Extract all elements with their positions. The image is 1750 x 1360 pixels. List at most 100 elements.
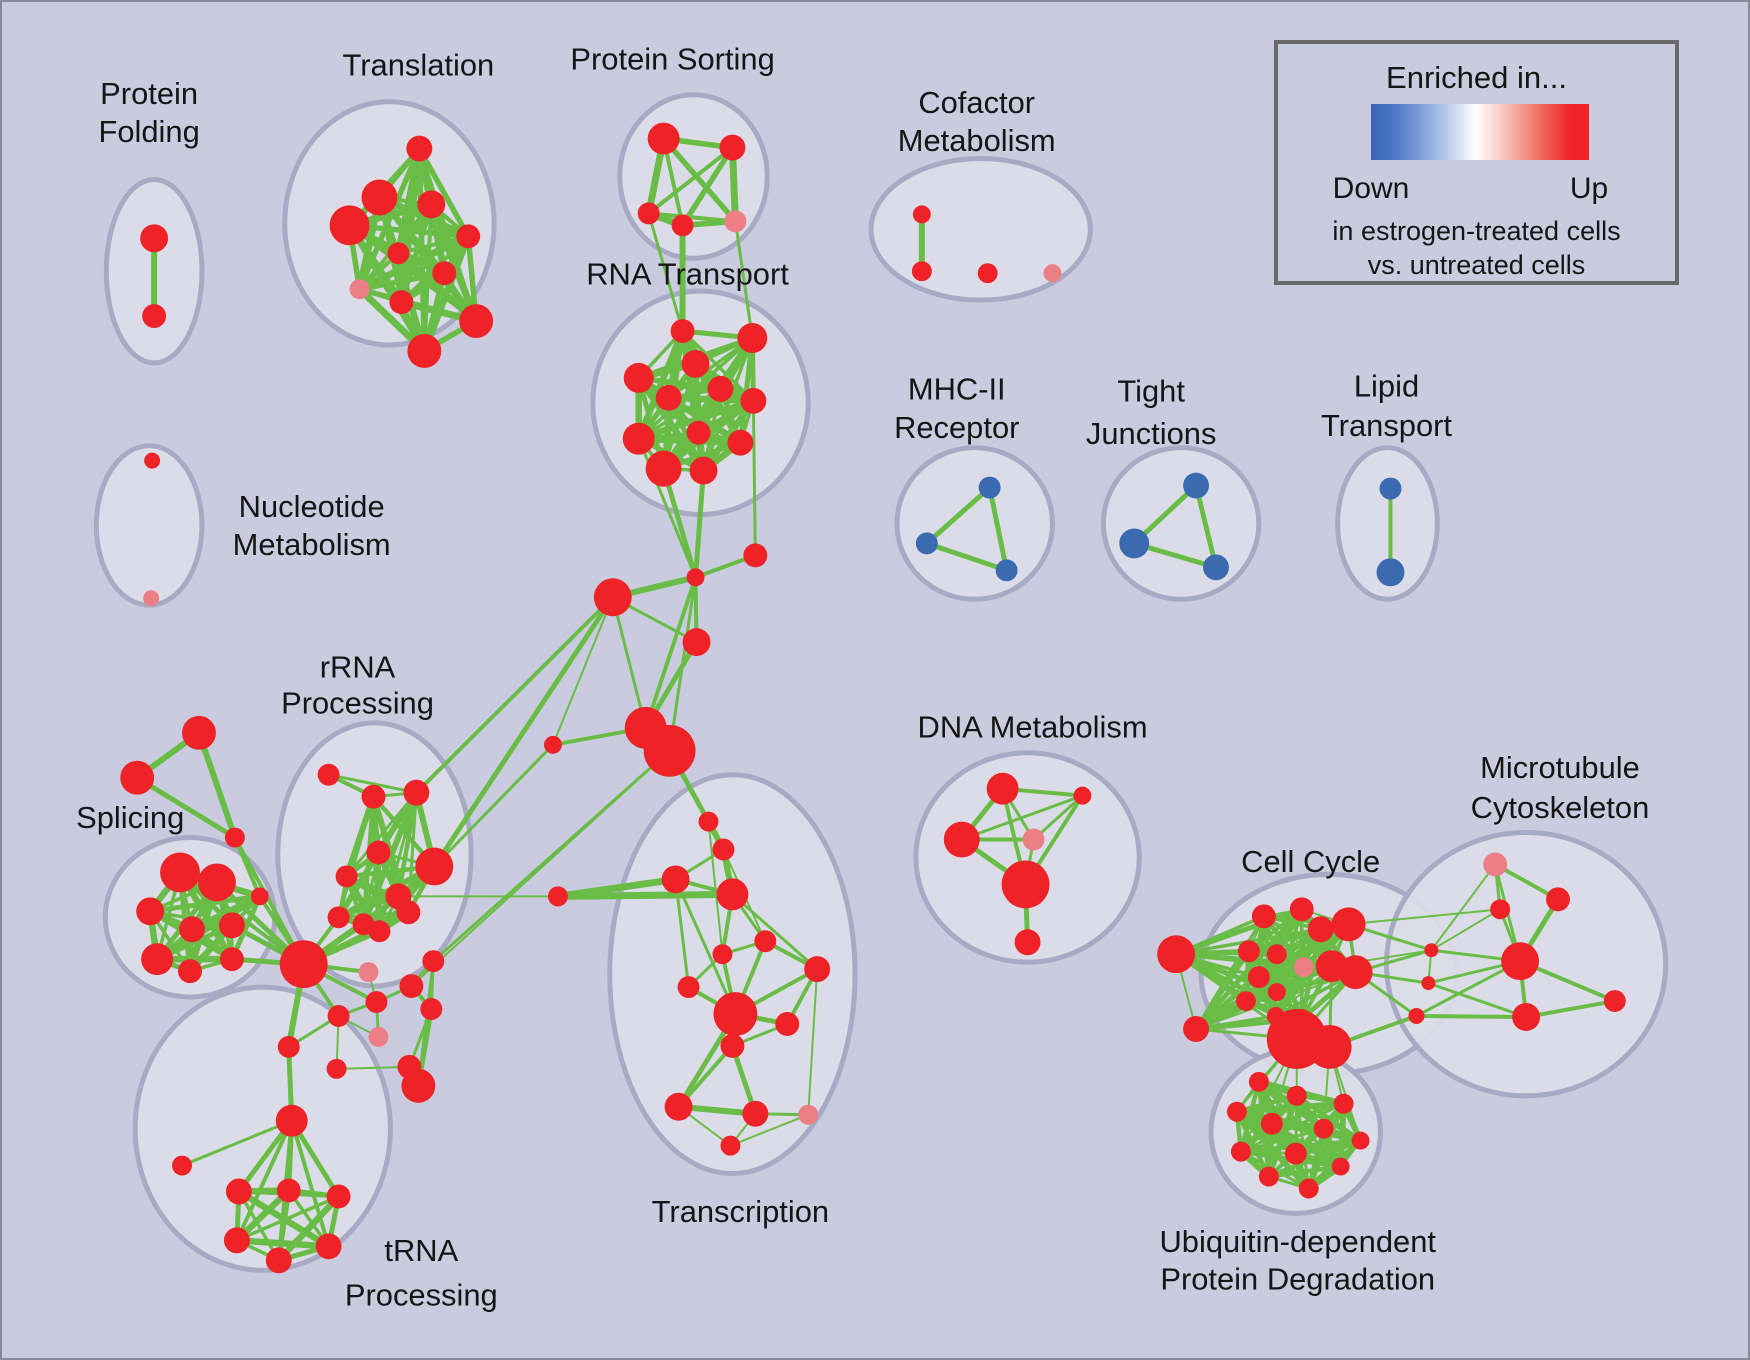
- microtubule_cytoskeleton-node-6[interactable]: [1424, 943, 1439, 958]
- microtubule_cytoskeleton-node-4[interactable]: [1512, 1003, 1541, 1031]
- cell_cycle-node-10[interactable]: [1247, 966, 1270, 989]
- transcription-node-10[interactable]: [720, 1033, 745, 1058]
- dna_metabolism-node-4[interactable]: [1001, 860, 1050, 909]
- ubiquitin_degradation-node-0[interactable]: [1248, 1071, 1269, 1092]
- cell_cycle-node-3[interactable]: [1307, 916, 1334, 943]
- splicing-node-3[interactable]: [179, 916, 205, 943]
- connectors-node-5[interactable]: [643, 724, 696, 777]
- connectors-node-15[interactable]: [422, 950, 445, 973]
- connectors-node-8[interactable]: [120, 760, 155, 795]
- protein_sorting-node-3[interactable]: [671, 214, 694, 237]
- transcription-node-7[interactable]: [677, 976, 700, 999]
- cell_cycle-node-0[interactable]: [1157, 935, 1196, 974]
- cell_cycle-node-15[interactable]: [1183, 1016, 1210, 1042]
- cofactor_metabolism-node-1[interactable]: [911, 261, 932, 282]
- transcription-node-13[interactable]: [798, 1104, 819, 1125]
- rna_transport-node-11[interactable]: [689, 456, 718, 485]
- connectors-node-14[interactable]: [399, 974, 424, 999]
- nucleotide_metabolism-node-0[interactable]: [144, 452, 161, 469]
- ubiquitin_degradation-node-1[interactable]: [1286, 1085, 1307, 1106]
- cell_cycle-node-12[interactable]: [1235, 991, 1256, 1012]
- ubiquitin_degradation-node-6[interactable]: [1351, 1131, 1370, 1150]
- rrna_processing-node-8[interactable]: [327, 906, 350, 929]
- transcription-node-4[interactable]: [712, 944, 733, 965]
- connectors-node-22[interactable]: [547, 886, 568, 907]
- protein_sorting-node-0[interactable]: [647, 122, 680, 155]
- cofactor_metabolism-node-3[interactable]: [1043, 264, 1062, 283]
- connectors-node-10[interactable]: [279, 940, 328, 989]
- connectors-node-17[interactable]: [368, 1026, 389, 1047]
- dna_metabolism-node-3[interactable]: [1022, 828, 1045, 851]
- cofactor_metabolism-node-0[interactable]: [912, 205, 931, 224]
- connectors-node-13[interactable]: [365, 991, 388, 1014]
- protein_sorting-node-4[interactable]: [724, 210, 747, 233]
- cell_cycle-node-4[interactable]: [1331, 907, 1366, 942]
- translation-node-4[interactable]: [456, 224, 481, 249]
- microtubule_cytoskeleton-node-3[interactable]: [1501, 942, 1540, 981]
- rna_transport-node-6[interactable]: [740, 387, 767, 414]
- connectors-node-2[interactable]: [593, 578, 632, 617]
- nucleotide_metabolism-node-1[interactable]: [143, 590, 160, 607]
- rrna_processing-node-3[interactable]: [366, 840, 391, 865]
- translation-node-8[interactable]: [389, 290, 414, 315]
- ubiquitin_degradation-node-9[interactable]: [1331, 1157, 1350, 1176]
- trna_processing-node-3[interactable]: [276, 1178, 301, 1203]
- trna_processing-node-0[interactable]: [275, 1104, 308, 1137]
- mhc_ii_receptor-node-0[interactable]: [978, 476, 1001, 499]
- ubiquitin_degradation-node-3[interactable]: [1226, 1101, 1247, 1122]
- rna_transport-node-3[interactable]: [623, 362, 654, 393]
- rrna_processing-node-6[interactable]: [415, 847, 454, 886]
- dna_metabolism-node-1[interactable]: [1073, 786, 1092, 805]
- rna_transport-node-4[interactable]: [707, 375, 734, 402]
- microtubule_cytoskeleton-node-5[interactable]: [1603, 990, 1626, 1013]
- transcription-node-5[interactable]: [754, 930, 777, 953]
- trna_processing-node-4[interactable]: [326, 1184, 351, 1209]
- microtubule_cytoskeleton-node-0[interactable]: [1483, 852, 1508, 877]
- translation-node-7[interactable]: [349, 279, 370, 300]
- lipid_transport-node-0[interactable]: [1379, 477, 1402, 500]
- translation-node-3[interactable]: [329, 205, 370, 246]
- splicing-node-4[interactable]: [218, 912, 245, 939]
- rna_transport-node-2[interactable]: [681, 349, 710, 378]
- transcription-node-11[interactable]: [664, 1092, 693, 1121]
- tight_junctions-node-1[interactable]: [1119, 528, 1150, 559]
- connectors-node-0[interactable]: [686, 568, 705, 587]
- mhc_ii_receptor-node-1[interactable]: [915, 532, 938, 555]
- connectors-node-21[interactable]: [326, 1058, 347, 1079]
- ubiquitin_degradation-node-8[interactable]: [1284, 1142, 1307, 1165]
- splicing-node-0[interactable]: [160, 852, 200, 893]
- microtubule_cytoskeleton-node-1[interactable]: [1546, 887, 1570, 912]
- protein_folding-node-1[interactable]: [142, 304, 167, 329]
- ubiquitin_degradation-node-11[interactable]: [1298, 1178, 1319, 1199]
- tight_junctions-node-2[interactable]: [1203, 554, 1229, 581]
- splicing-node-8[interactable]: [219, 947, 244, 972]
- splicing-node-1[interactable]: [197, 863, 236, 902]
- connectors-node-7[interactable]: [182, 715, 216, 750]
- rna_transport-node-9[interactable]: [727, 429, 754, 456]
- ubiquitin_degradation-node-7[interactable]: [1230, 1141, 1251, 1162]
- ubiquitin_degradation-node-4[interactable]: [1260, 1112, 1283, 1135]
- rna_transport-node-0[interactable]: [670, 319, 695, 343]
- connectors-node-24[interactable]: [1307, 1024, 1352, 1069]
- transcription-node-12[interactable]: [742, 1100, 769, 1127]
- ubiquitin_degradation-node-5[interactable]: [1313, 1118, 1334, 1139]
- splicing-node-7[interactable]: [178, 959, 202, 984]
- cell_cycle-node-11[interactable]: [1267, 983, 1286, 1002]
- rna_transport-node-10[interactable]: [645, 450, 682, 487]
- protein_sorting-node-1[interactable]: [719, 134, 746, 161]
- dna_metabolism-node-5[interactable]: [1014, 929, 1041, 956]
- transcription-node-0[interactable]: [698, 811, 719, 832]
- cell_cycle-node-9[interactable]: [1338, 955, 1373, 990]
- ubiquitin_degradation-node-2[interactable]: [1333, 1093, 1354, 1114]
- cell_cycle-node-1[interactable]: [1251, 904, 1276, 929]
- ubiquitin_degradation-node-10[interactable]: [1258, 1166, 1279, 1187]
- rrna_processing-node-0[interactable]: [317, 763, 340, 786]
- microtubule_cytoskeleton-node-2[interactable]: [1490, 899, 1511, 920]
- transcription-node-2[interactable]: [661, 865, 690, 894]
- transcription-node-14[interactable]: [720, 1135, 741, 1156]
- connectors-node-12[interactable]: [327, 1005, 350, 1027]
- trna_processing-node-5[interactable]: [223, 1227, 250, 1254]
- microtubule_cytoskeleton-node-8[interactable]: [1408, 1008, 1425, 1024]
- connectors-node-3[interactable]: [682, 628, 711, 657]
- rrna_processing-node-2[interactable]: [403, 779, 430, 806]
